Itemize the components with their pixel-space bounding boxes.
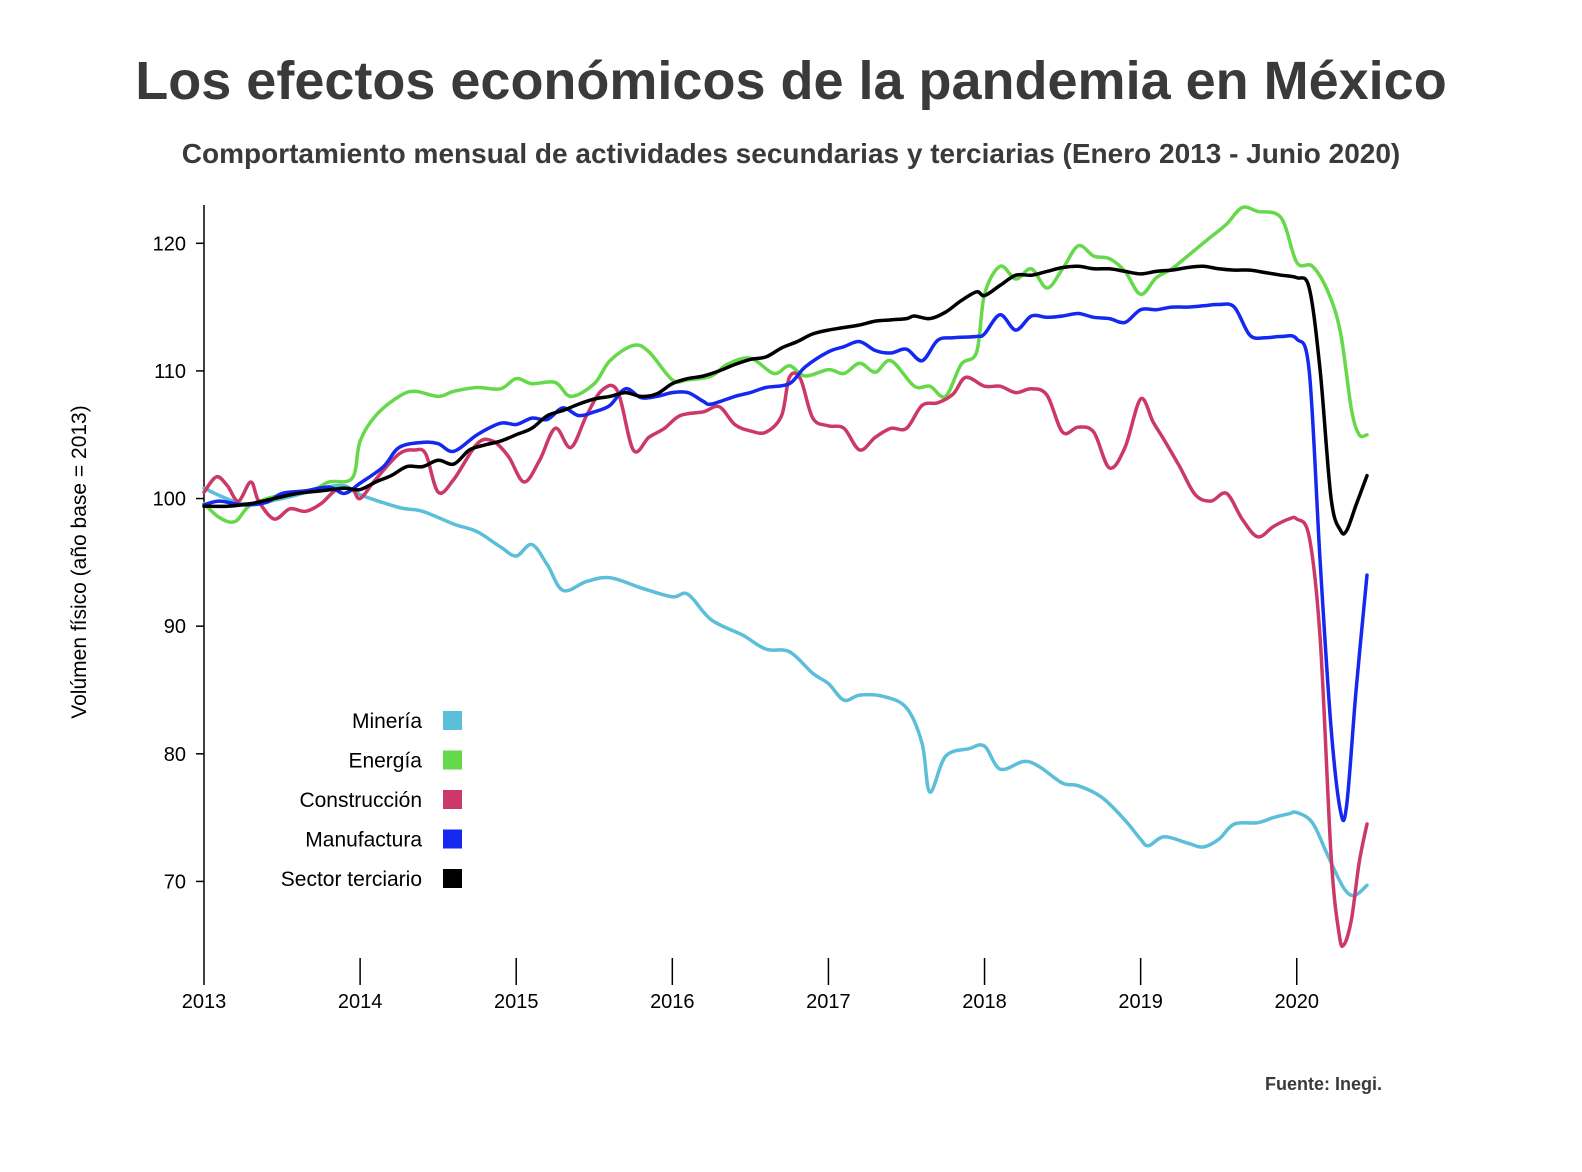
series-lines	[202, 205, 1369, 948]
x-tick-label: 2019	[1118, 991, 1163, 1013]
legend-swatch-sector-terciario	[443, 869, 462, 888]
x-tick-label: 2018	[962, 991, 1007, 1013]
series-line-energia	[202, 205, 1369, 524]
series-line-sector-terciario	[202, 264, 1369, 536]
chart-subtitle: Comportamiento mensual de actividades se…	[181, 138, 1401, 169]
legend-swatch-mineria	[443, 711, 462, 730]
x-tick-label: 2020	[1275, 991, 1320, 1013]
y-tick-label: 110	[154, 361, 186, 383]
chart-title: Los efectos económicos de la pandemia en…	[135, 51, 1447, 111]
axes: 70 80 90 100 110 120 2013 2014 2015 2016 2017 2018 2…	[153, 205, 1319, 1013]
series-line-manufactura	[202, 302, 1369, 823]
x-tick-label: 2017	[806, 991, 851, 1013]
y-tick-label: 120	[153, 233, 186, 255]
legend-swatch-construccion	[443, 790, 462, 809]
legend-label-construccion: Construcción	[299, 789, 422, 812]
x-tick-label: 2016	[650, 991, 695, 1013]
y-tick-label: 70	[164, 871, 186, 893]
legend-label-mineria: Minería	[352, 710, 422, 733]
legend-swatch-manufactura	[443, 829, 462, 849]
legend: Minería Energía Construcción Manufactura Sec…	[281, 710, 462, 891]
y-axis-label: Volúmen físico (año base = 2013)	[68, 405, 91, 718]
x-tick-label: 2013	[182, 991, 227, 1013]
x-tick-label: 2015	[494, 991, 539, 1013]
legend-label-manufactura: Manufactura	[305, 829, 422, 852]
legend-label-sector-terciario: Sector terciario	[281, 868, 422, 891]
series-line-mineria	[202, 483, 1369, 898]
y-tick-label: 90	[164, 616, 186, 638]
series-line-construccion	[202, 371, 1369, 948]
legend-label-energia: Energía	[348, 750, 422, 773]
legend-swatch-energia	[443, 750, 462, 770]
x-tick-label: 2014	[338, 991, 383, 1013]
y-tick-label: 100	[153, 489, 186, 511]
y-tick-label: 80	[164, 744, 186, 766]
source-note: Fuente: Inegi.	[1265, 1074, 1382, 1094]
